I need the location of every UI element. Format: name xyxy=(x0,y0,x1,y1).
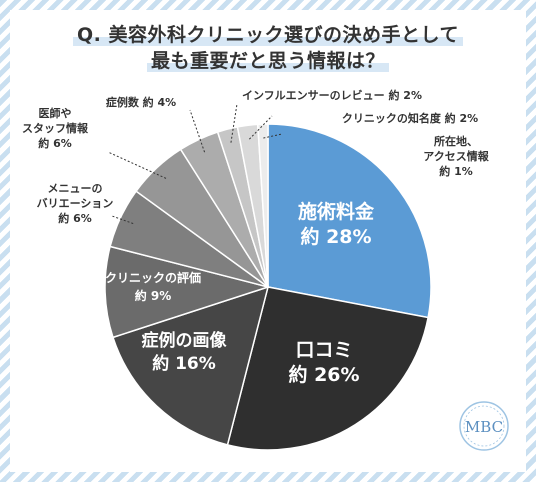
slice-label-1: 施術料金 xyxy=(298,200,375,223)
slice-label-2: 口コミ xyxy=(295,339,352,361)
slice-label-10-line-2: アクセス情報 xyxy=(423,149,489,163)
slice-label-10-line-1: 所在地、 xyxy=(434,134,478,148)
mbc-logo: MBC xyxy=(459,401,509,451)
slice-value-5: 約 6% xyxy=(58,211,92,225)
pie-slice-10 xyxy=(256,123,269,288)
slice-value-1: 約 28% xyxy=(300,225,371,248)
slice-label-5-line-2: バリエーション xyxy=(37,197,114,210)
slice-label-6-line-1: 医師や xyxy=(39,106,72,120)
slice-value-4: 約 9% xyxy=(135,288,172,303)
pie-slice-2 xyxy=(226,286,429,451)
slice-label-5-line-1: メニューの xyxy=(48,182,103,195)
pie-slice-3 xyxy=(112,285,270,446)
chart-title-line1: Q. 美容外科クリニック選びの決め手として xyxy=(0,20,536,47)
pie-slice-4 xyxy=(104,245,271,339)
leader-line-6 xyxy=(107,151,167,179)
leader-line-8 xyxy=(230,103,238,143)
leader-line-9 xyxy=(248,115,273,140)
slice-label-4: クリニックの評価 xyxy=(105,270,201,285)
slice-label-3: 症例の画像 xyxy=(142,330,228,351)
leader-line-7 xyxy=(189,109,206,153)
slice-label-7: 症例数 約 4% xyxy=(106,95,176,109)
pie-slice-1 xyxy=(267,123,432,319)
chart-title-line2: 最も重要だと思う情報は？ xyxy=(0,46,536,73)
slice-value-10: 約 1% xyxy=(439,164,473,178)
slice-value-3: 約 16% xyxy=(152,353,216,374)
slice-label-6-line-2: スタッフ情報 xyxy=(22,121,89,135)
slice-label-9: クリニックの知名度 約 2% xyxy=(342,111,478,125)
leader-line-10 xyxy=(263,133,283,139)
slice-value-2: 約 26% xyxy=(288,363,359,386)
logo-text: MBC xyxy=(465,418,503,436)
slice-label-8: インフルエンサーのレビュー 約 2% xyxy=(242,88,422,102)
slice-value-6: 約 6% xyxy=(38,136,72,150)
